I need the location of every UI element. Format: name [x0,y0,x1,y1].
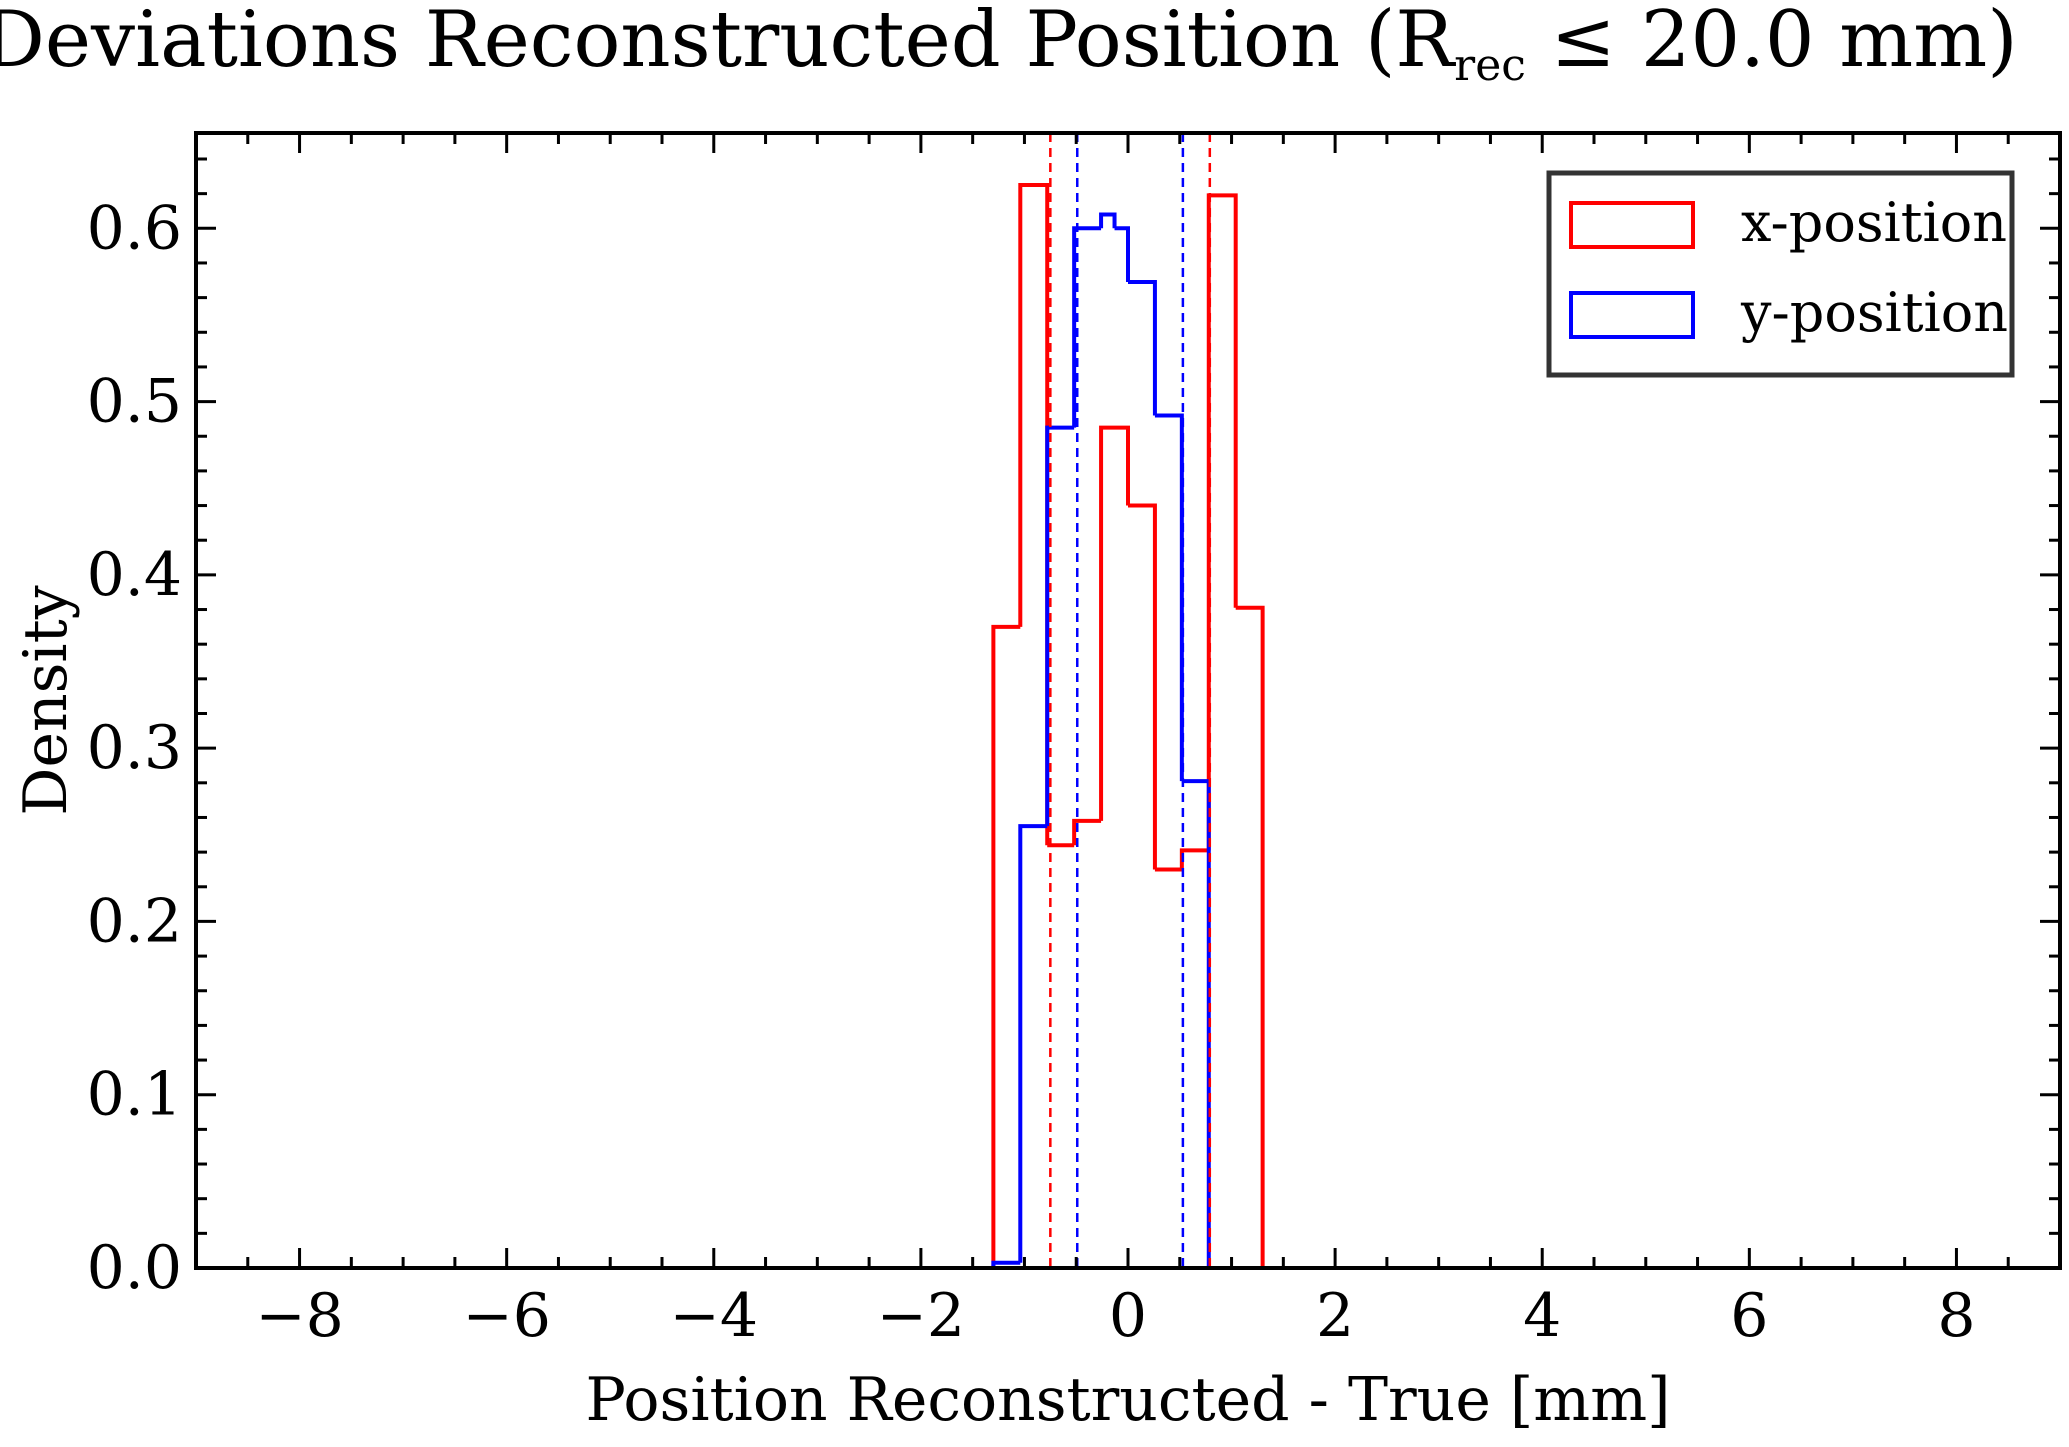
legend-label-x-position: x-position [1741,191,2007,254]
x-tick-label: −8 [255,1281,343,1351]
y-position-bin-8 [1181,779,1211,1268]
svg-text:Deviations Reconstructed Posit: Deviations Reconstructed Position (Rrec … [0,0,2018,91]
x-tick-label: 8 [1937,1281,1975,1351]
x-tick-label: 4 [1523,1281,1561,1351]
x-tick-label: −4 [670,1281,758,1351]
legend-label-y-position: y-position [1740,281,2008,344]
x-tick-label: 6 [1730,1281,1768,1351]
y-position-bin-4 [1099,212,1117,229]
x-tick-label: −2 [877,1281,965,1351]
y-position-bin-6 [1128,280,1157,416]
x-position-bin-1 [1018,182,1050,846]
legend-box [1546,170,2015,378]
chart-title-main: Deviations Reconstructed Position (R [0,0,1456,85]
series-y-position [991,212,1211,1268]
y-axis-label: Density [11,585,81,815]
x-position-bin-5 [1128,503,1157,870]
y-position-bin-2 [1045,425,1075,827]
y-position-bin-7 [1154,413,1184,782]
chart-title: Deviations Reconstructed Position (Rrec … [0,0,2018,91]
x-position-bin-0 [991,624,1021,1268]
x-axis-label: Position Reconstructed - True [mm] [585,1365,1670,1435]
histogram-bins-layer [991,182,1265,1268]
legend: x-position y-position [1546,170,2015,378]
x-position-bin-4 [1099,425,1130,821]
y-tick-label: 0.4 [87,540,182,610]
y-tick-label: 0.2 [87,886,182,956]
legend-swatch-x-position [1569,201,1695,249]
y-tick-label: 0.3 [87,713,182,783]
y-position-bin-3 [1072,226,1102,428]
y-tick-label: 0.1 [87,1060,182,1130]
y-tick-label: 0.5 [87,367,182,437]
y-position-bin-1 [1018,824,1048,1263]
chart-title-subscript: rec [1454,40,1526,91]
vertical-lines-layer [1049,133,1212,1268]
ticks-layer [194,133,2062,1270]
x-tick-label: 2 [1316,1281,1354,1351]
x-position-bin-7 [1179,848,1209,870]
y-tick-label: 0.6 [87,193,182,263]
x-position-bin-3 [1072,818,1102,846]
x-position-bin-9 [1235,605,1265,1268]
y-tick-label: 0.0 [87,1233,182,1303]
tick-labels-layer: −8 −6 −4 −2 0 2 4 6 8 0.0 0.1 0.2 0.3 0.4 0.5 0.6 [87,193,1976,1351]
x-position-bin-8 [1206,193,1238,851]
y-position-bin-5 [1114,226,1130,283]
series-x-position [991,182,1265,1268]
x-tick-label: 0 [1109,1281,1147,1351]
x-tick-label: −6 [462,1281,550,1351]
legend-swatch-y-position [1569,291,1695,339]
chart-title-rest: ≤ 20.0 mm) [1526,0,2018,85]
